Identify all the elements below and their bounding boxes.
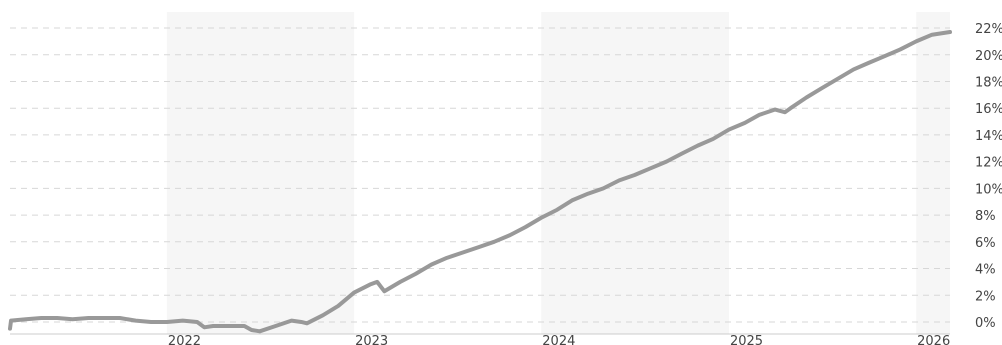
x-tick-label: 2026 [917, 334, 950, 345]
x-tick-label: 2025 [730, 334, 763, 345]
y-tick-label: 20% [975, 49, 1002, 64]
y-axis-tick-labels: 0% 2% 4% 6% 8% 10% 12% 14% 16% 18% 20% 22% [975, 22, 1002, 331]
year-shading-bands [166, 12, 950, 334]
y-tick-label: 0% [975, 316, 996, 331]
series-line-0 [8, 30, 952, 334]
y-tick-label: 22% [975, 22, 1002, 37]
year-band-2022 [166, 12, 355, 334]
x-tick-label: 2024 [542, 334, 575, 345]
y-tick-label: 14% [975, 129, 1002, 144]
y-tick-label: 16% [975, 102, 1002, 117]
y-tick-label: 18% [975, 75, 1002, 90]
x-tick-label: 2023 [355, 334, 388, 345]
x-tick-label: 2022 [168, 334, 201, 345]
y-tick-label: 2% [975, 289, 996, 304]
y-tick-label: 6% [975, 236, 996, 251]
y-tick-label: 4% [975, 263, 996, 278]
series-group [8, 30, 952, 334]
y-tick-label: 12% [975, 156, 1002, 171]
grid-lines [10, 27, 950, 323]
x-axis-tick-labels: 2022 2023 2024 2025 2026 [168, 334, 950, 345]
y-tick-label: 10% [975, 182, 1002, 197]
y-tick-label: 8% [975, 209, 996, 224]
year-band-2026 [916, 12, 950, 334]
